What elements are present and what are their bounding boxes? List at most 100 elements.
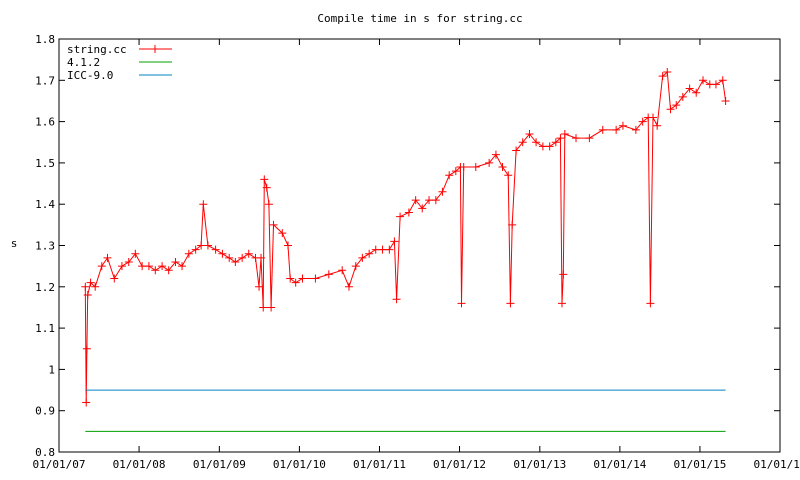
data-point (506, 299, 515, 308)
data-point (411, 196, 420, 205)
data-point (658, 72, 667, 81)
data-point (284, 241, 292, 250)
data-point (81, 282, 90, 291)
legend-label: string.cc (67, 43, 127, 56)
x-tick-label: 01/01/14 (593, 458, 646, 471)
data-point (278, 229, 287, 238)
data-point (646, 299, 655, 308)
data-point (512, 146, 521, 155)
y-tick-label: 1.1 (35, 322, 55, 335)
x-tick-label: 01/01/08 (113, 458, 166, 471)
data-point (653, 121, 662, 130)
x-tick-label: 01/01/13 (513, 458, 566, 471)
data-point (298, 274, 307, 283)
data-point (197, 241, 206, 250)
data-point (117, 262, 126, 271)
x-tick-label: 01/01/15 (673, 458, 726, 471)
data-point (385, 245, 394, 254)
data-point (445, 171, 454, 180)
y-tick-label: 0.8 (35, 446, 55, 459)
data-point (538, 142, 547, 151)
data-point (257, 253, 266, 262)
data-point (255, 282, 264, 291)
legend-marker (151, 45, 159, 53)
data-point (504, 171, 513, 180)
data-point (425, 196, 434, 205)
x-tick-label: 01/01/16 (754, 458, 800, 471)
data-point (267, 303, 276, 312)
data-point (508, 220, 517, 229)
data-point (238, 253, 247, 262)
data-point (164, 266, 173, 275)
data-point (648, 113, 657, 122)
data-point (351, 262, 360, 271)
data-point (518, 138, 527, 147)
data-point (225, 253, 234, 262)
data-point (471, 163, 480, 172)
y-tick-label: 1.6 (35, 116, 55, 129)
data-point (459, 163, 468, 172)
data-point (259, 303, 268, 312)
data-point (365, 249, 374, 258)
data-point (344, 282, 353, 291)
y-tick-label: 1.2 (35, 281, 55, 294)
data-point (451, 167, 460, 176)
data-point (264, 200, 273, 209)
data-point (97, 262, 106, 271)
data-point (392, 295, 401, 304)
legend-label: ICC-9.0 (67, 69, 113, 82)
y-tick-label: 1.5 (35, 157, 55, 170)
data-point (612, 125, 621, 134)
data-point (203, 241, 212, 250)
data-point (431, 196, 440, 205)
data-point (560, 129, 569, 138)
data-point (211, 245, 220, 254)
y-tick-label: 1.7 (35, 74, 55, 87)
data-point (663, 68, 672, 77)
data-point (556, 134, 565, 143)
data-point (396, 212, 405, 221)
data-point (371, 245, 380, 254)
data-point (82, 398, 91, 407)
data-point (86, 278, 95, 287)
y-tick-label: 1.4 (35, 198, 55, 211)
y-tick-label: 1.8 (35, 33, 55, 46)
data-point (286, 274, 295, 283)
data-point (244, 249, 253, 258)
data-point (82, 344, 91, 353)
x-tick-label: 01/01/07 (33, 458, 86, 471)
data-point (721, 96, 730, 105)
data-point (711, 80, 720, 89)
data-point (131, 249, 140, 258)
axis-ticks: 0.8 0.9 1 1.1 1.2 1.3 1.4 1.5 1.6 1.7 1.8 01/01/07 0… (33, 33, 800, 471)
data-point (324, 270, 333, 279)
data-point (178, 262, 187, 271)
data-point (378, 245, 387, 254)
data-point (631, 125, 640, 134)
data-point (638, 117, 647, 126)
data-point (618, 121, 627, 130)
data-point (491, 150, 500, 159)
data-point (390, 237, 399, 246)
series-line (84, 70, 727, 403)
data-point (262, 183, 271, 192)
data-point (699, 76, 708, 85)
data-point (438, 187, 447, 196)
data-point (666, 105, 675, 114)
data-point (598, 125, 607, 134)
data-point (404, 208, 413, 217)
data-point (260, 175, 269, 184)
data-point (151, 266, 160, 275)
data-point (685, 84, 694, 93)
data-point (551, 138, 560, 147)
data-point (692, 88, 701, 97)
data-point (103, 253, 112, 262)
data-point (532, 138, 541, 147)
data-point (158, 262, 167, 271)
data-point (110, 274, 119, 283)
data-point (184, 249, 193, 258)
data-point (218, 249, 227, 258)
data-point (144, 262, 153, 271)
data-point (572, 134, 581, 143)
